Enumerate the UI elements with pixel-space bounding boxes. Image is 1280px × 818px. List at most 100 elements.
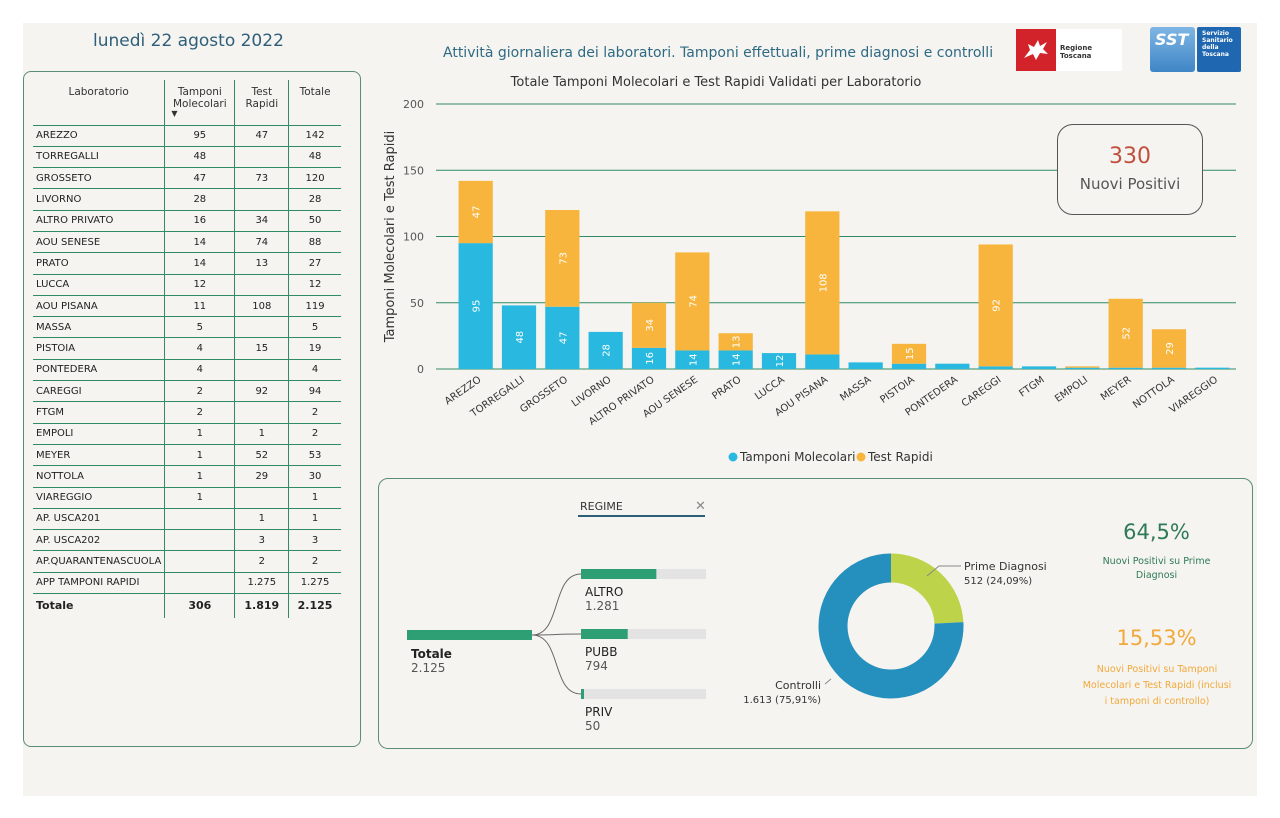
cell-lab: AP. USCA202 [33, 529, 165, 552]
tree-connector [531, 633, 582, 636]
regime-filter-label[interactable]: REGIME [580, 500, 623, 513]
table-row[interactable]: NOTTOLA 1 29 30 [33, 465, 341, 488]
table-body: AREZZO 95 47 142 TORREGALLI 48 48 GROSSETO 47 73 1… [33, 125, 341, 618]
bar-rapid[interactable] [1108, 298, 1143, 368]
legend-label[interactable]: Test Rapidi [867, 450, 933, 464]
tree-branch-bar[interactable] [581, 629, 628, 639]
cell-molecular [164, 572, 235, 595]
tree-branch-bar[interactable] [581, 689, 584, 699]
bar-rapid[interactable] [458, 180, 493, 244]
table-row[interactable]: EMPOLI 1 1 2 [33, 423, 341, 445]
bar-molecular[interactable] [1065, 367, 1100, 369]
kpi-tamponi-value: 15,53% [1116, 626, 1197, 650]
cell-rapid [234, 274, 289, 296]
bar-rapid[interactable] [631, 302, 667, 348]
bar-rapid[interactable] [978, 244, 1013, 367]
sort-desc-icon[interactable]: ▼ [171, 109, 178, 118]
bar-molecular[interactable] [761, 353, 797, 369]
column-header-lab[interactable]: Laboratorio [33, 80, 165, 126]
sst-emblem-icon: SST [1150, 27, 1195, 72]
tree-branch-label: ALTRO [585, 585, 623, 599]
column-header-molecular[interactable]: Tamponi Molecolari ▼ [164, 80, 235, 126]
cell-rapid: 1 [234, 508, 289, 531]
table-row[interactable]: VIAREGGIO 1 1 [33, 487, 341, 509]
bar-rapid[interactable] [545, 210, 580, 307]
tree-root-bar[interactable] [407, 630, 532, 640]
table-row[interactable]: CAREGGI 2 92 94 [33, 380, 341, 403]
cell-rapid: 52 [234, 444, 289, 467]
table-row[interactable]: PISTOIA 4 15 19 [33, 337, 341, 360]
bar-rapid[interactable] [805, 211, 840, 355]
column-header-rapid[interactable]: Test Rapidi [234, 80, 289, 126]
bar-molecular[interactable] [545, 306, 580, 369]
table-row[interactable]: ALTRO PRIVATO 16 34 50 [33, 210, 341, 232]
cell-total: 53 [288, 444, 341, 467]
bar-molecular[interactable] [1195, 367, 1230, 369]
cell-rapid: 1.275 [234, 572, 289, 595]
donut-slice-controlli[interactable] [818, 553, 964, 699]
table-row[interactable]: LIVORNO 28 28 [33, 188, 341, 211]
cell-molecular: 28 [164, 188, 235, 211]
donut-label-controlli: Controlli [775, 679, 821, 692]
cell-lab: APP TAMPONI RAPIDI [33, 572, 165, 595]
bar-molecular[interactable] [458, 243, 493, 369]
table-row[interactable]: APP TAMPONI RAPIDI 1.275 1.275 [33, 572, 341, 595]
table-row[interactable]: PRATO 14 13 27 [33, 252, 341, 275]
total-all: 2.125 [288, 593, 341, 618]
bar-molecular[interactable] [1151, 367, 1187, 369]
cell-total: 19 [288, 337, 341, 360]
cell-molecular: 16 [164, 210, 235, 232]
bar-molecular[interactable] [588, 331, 623, 369]
table-row[interactable]: AP. USCA201 1 1 [33, 508, 341, 531]
bar-rapid[interactable] [1151, 329, 1187, 368]
total-rapid: 1.819 [234, 593, 289, 618]
bar-molecular[interactable] [675, 350, 710, 369]
bar-molecular[interactable] [631, 347, 667, 369]
bar-molecular[interactable] [978, 366, 1013, 369]
table-row[interactable]: MASSA 5 5 [33, 316, 341, 339]
bar-molecular[interactable] [891, 363, 927, 369]
table-row[interactable]: LUCCA 12 12 [33, 274, 341, 296]
donut-sublabel-controlli: 1.613 (75,91%) [743, 695, 821, 706]
table-row[interactable]: AOU SENESE 14 74 88 [33, 231, 341, 254]
table-row[interactable]: TORREGALLI 48 48 [33, 146, 341, 169]
bar-molecular[interactable] [848, 362, 883, 369]
table-row[interactable]: PONTEDERA 4 4 [33, 359, 341, 382]
bar-molecular[interactable] [805, 354, 840, 369]
cell-total: 30 [288, 465, 341, 488]
bar-rapid[interactable] [891, 343, 927, 364]
pegasus-icon [1016, 29, 1056, 71]
table-row[interactable]: FTGM 2 2 [33, 401, 341, 424]
column-header-total[interactable]: Totale [288, 80, 341, 126]
bar-molecular[interactable] [1021, 366, 1057, 369]
x-tick-label: FTGM [1017, 374, 1046, 399]
table-row[interactable]: AREZZO 95 47 142 [33, 125, 341, 147]
legend-label[interactable]: Tamponi Molecolari [739, 450, 855, 464]
sst-abbr: SST [1155, 30, 1189, 49]
table-row[interactable]: AOU PISANA 11 108 119 [33, 295, 341, 318]
bar-molecular[interactable] [935, 363, 970, 369]
bar-rapid[interactable] [718, 333, 753, 351]
bar-molecular[interactable] [501, 305, 537, 369]
table-row[interactable]: AP.QUARANTENASCUOLA 2 2 [33, 550, 341, 573]
cell-lab: AOU PISANA [33, 295, 165, 318]
tree-root-label: Totale [411, 647, 452, 661]
bar-rapid[interactable] [1065, 366, 1100, 368]
bar-value-label: 48 [515, 331, 526, 344]
tree-branch-bar[interactable] [581, 569, 657, 579]
column-header-label: Totale [299, 86, 331, 98]
bar-molecular[interactable] [1108, 367, 1143, 369]
table-row[interactable]: AP. USCA202 3 3 [33, 529, 341, 552]
bar-molecular[interactable] [718, 350, 753, 369]
x-tick-label: VIAREGGIO [1168, 374, 1220, 415]
lab-table: Laboratorio Tamponi Molecolari ▼ Test Ra… [33, 80, 341, 618]
x-tick-label: LUCCA [753, 374, 787, 402]
bar-rapid[interactable] [675, 252, 710, 351]
table-row[interactable]: MEYER 1 52 53 [33, 444, 341, 467]
tree-branch-label: PUBB [585, 645, 617, 659]
cell-rapid: 108 [234, 295, 289, 318]
cell-total: 3 [288, 529, 341, 552]
cell-lab: AP.QUARANTENASCUOLA [33, 550, 165, 573]
close-icon[interactable]: ✕ [695, 499, 706, 514]
table-row[interactable]: GROSSETO 47 73 120 [33, 167, 341, 190]
